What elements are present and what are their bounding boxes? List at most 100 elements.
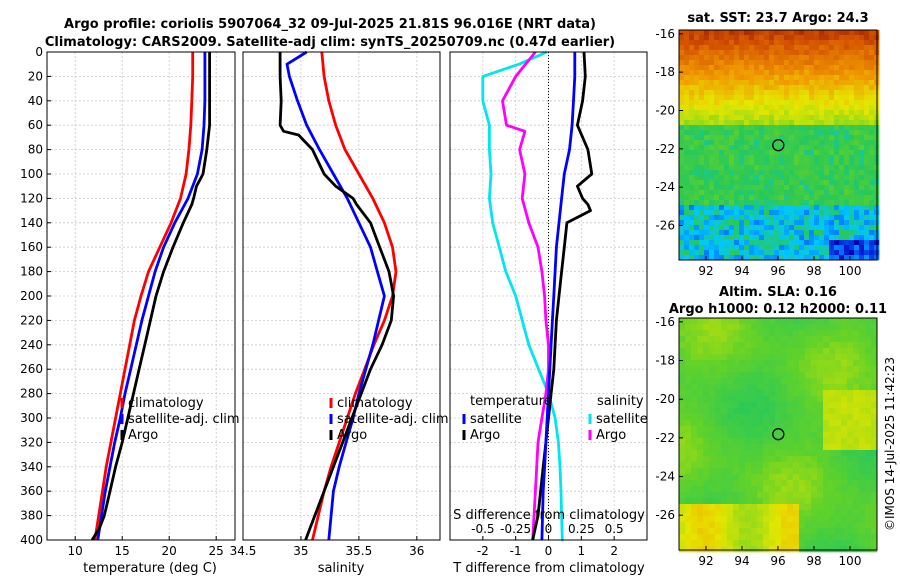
top-x-tick-label: 0.5 (605, 522, 624, 536)
map-field (679, 30, 880, 261)
map-y-tick-label: -16 (655, 315, 675, 329)
map-x-tick-label: 98 (806, 264, 821, 278)
argo-location-marker (772, 428, 785, 441)
map-field (679, 318, 878, 553)
y-tick-label: 360 (20, 484, 43, 498)
temperature-profile-panel: 10 15 20 25 0 20 40 60 80 100 120 140 160 180 200 220 24… (20, 45, 240, 558)
figure-title-line2: Climatology: CARS2009. Satellite-adj cli… (45, 35, 615, 50)
map-x-tick-label: 96 (770, 554, 785, 568)
y-tick-label: 340 (20, 460, 43, 474)
x-tick-label: 15 (115, 544, 130, 558)
sla-map-title: Altim. SLA: 0.16 (719, 285, 837, 300)
map-x-tick-label: 100 (839, 554, 862, 568)
y-tick-label: 380 (20, 509, 43, 523)
difference-xlabel: T difference from climatology (452, 561, 645, 576)
legend-entry: satellite (596, 412, 648, 427)
legend-entry: climatology (128, 396, 204, 411)
map-y-tick-label: -20 (655, 392, 675, 406)
sla-map-panel: 92 94 96 98 100 -16 -18 -20 -22 -24 -26 (655, 315, 878, 568)
legend-entry: Argo (596, 428, 626, 443)
x-tick-label: 0 (545, 544, 553, 558)
legend-entry: satellite (470, 412, 522, 427)
map-x-tick-label: 92 (698, 264, 713, 278)
difference-top-axis-label: S difference from climatology (453, 508, 645, 523)
map-y-tick-label: -22 (655, 431, 675, 445)
salinity-xlabel: salinity (318, 561, 365, 576)
map-x-tick-label: 100 (839, 264, 862, 278)
sla-map-title-line2: Argo h1000: 0.12 h2000: 0.11 (669, 302, 887, 317)
y-tick-label: 0 (35, 45, 43, 59)
y-tick-label: 320 (20, 435, 43, 449)
series-line-temperature-satellite (481, 50, 564, 542)
argo-location-marker (772, 139, 785, 152)
legend-title-temperature: temperature (470, 394, 552, 409)
y-tick-label: 80 (28, 143, 43, 157)
map-y-tick-label: -22 (655, 142, 675, 156)
y-tick-label: 200 (20, 289, 43, 303)
imos-timestamp-label: ©IMOS 14-Jul-2025 11:42:23 (883, 357, 897, 531)
y-tick-label: 160 (20, 240, 43, 254)
top-x-tick-label: 0.25 (568, 522, 595, 536)
series-line-satellite-adj-clim (285, 50, 386, 541)
top-x-tick-label: -0.25 (500, 522, 531, 536)
sst-map-panel: 92 94 96 98 100 -16 -18 -20 -22 -24 -26 (655, 27, 880, 278)
series-line-salinity-satellite (501, 51, 550, 541)
x-tick-label: -2 (477, 544, 489, 558)
difference-profile-panel: -2 -1 0 1 2 -0.5 -0.25 0 0.25 0.5 temperature salin… (449, 50, 648, 558)
map-y-tick-label: -26 (655, 508, 675, 522)
x-tick-label: 35 (293, 544, 308, 558)
sst-map-title: sat. SST: 23.7 Argo: 24.3 (687, 11, 868, 26)
top-x-tick-label: -0.5 (471, 522, 494, 536)
x-tick-label: 25 (209, 544, 224, 558)
x-tick-label: 20 (162, 544, 177, 558)
map-x-tick-label: 94 (734, 554, 749, 568)
map-y-tick-label: -26 (655, 219, 675, 233)
x-tick-label: 1 (578, 544, 586, 558)
series-line-satellite-adj-clim (96, 52, 207, 541)
map-x-tick-label: 96 (770, 264, 785, 278)
legend-entry: satellite-adj. clim (337, 412, 449, 427)
y-tick-label: 280 (20, 387, 43, 401)
legend-entry: satellite-adj. clim (128, 412, 240, 427)
y-tick-label: 400 (20, 533, 43, 547)
series-line-climatology (93, 52, 195, 541)
x-tick-label: 2 (610, 544, 618, 558)
y-tick-label: 20 (28, 69, 43, 83)
map-x-tick-label: 98 (806, 554, 821, 568)
top-x-tick-label: 0 (545, 522, 553, 536)
temperature-xlabel: temperature (deg C) (83, 561, 217, 576)
x-tick-label: 35.5 (346, 544, 373, 558)
map-y-tick-label: -20 (655, 104, 675, 118)
y-tick-label: 240 (20, 338, 43, 352)
map-y-tick-label: -24 (655, 180, 675, 194)
y-tick-label: 40 (28, 94, 43, 108)
plot-border (242, 51, 441, 541)
x-tick-label: 36 (409, 544, 424, 558)
figure-title-line1: Argo profile: coriolis 5907064_32 09-Jul… (64, 17, 596, 32)
legend-entry: Argo (128, 428, 158, 443)
y-tick-label: 300 (20, 411, 43, 425)
y-tick-label: 260 (20, 362, 43, 376)
map-y-tick-label: -16 (655, 27, 675, 41)
y-tick-label: 60 (28, 118, 43, 132)
map-x-tick-label: 92 (698, 554, 713, 568)
legend-entry: Argo (337, 428, 367, 443)
map-y-tick-label: -18 (655, 354, 675, 368)
y-tick-label: 100 (20, 167, 43, 181)
series-line-salinity-satellite-adj (540, 52, 577, 541)
legend-entry: climatology (337, 396, 413, 411)
legend-entry: Argo (470, 428, 500, 443)
series-line-argo (278, 52, 396, 541)
y-tick-label: 120 (20, 191, 43, 205)
y-tick-label: 220 (20, 313, 43, 327)
map-y-tick-label: -24 (655, 470, 675, 484)
x-tick-label: -1 (510, 544, 522, 558)
map-y-tick-label: -18 (655, 65, 675, 79)
y-tick-label: 180 (20, 265, 43, 279)
x-tick-label: 34.5 (230, 544, 257, 558)
x-tick-label: 10 (68, 544, 83, 558)
legend-title-salinity: salinity (597, 394, 644, 409)
y-tick-label: 140 (20, 216, 43, 230)
series-line-argo (90, 52, 212, 541)
